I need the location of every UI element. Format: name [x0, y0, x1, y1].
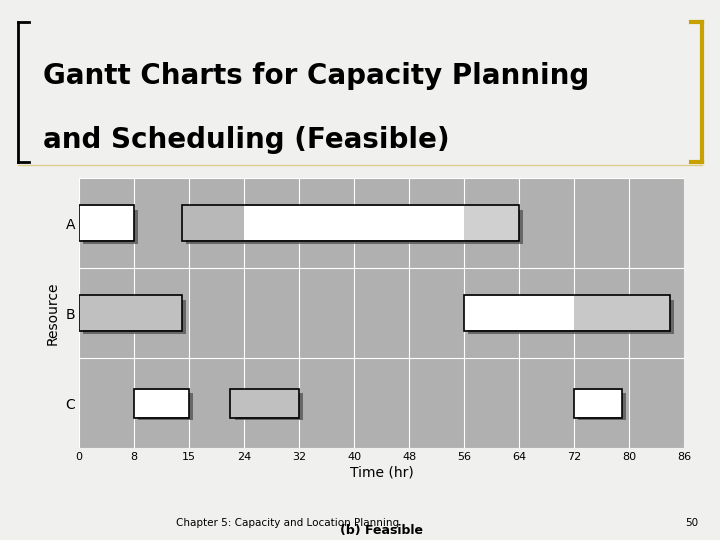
Bar [84, 210, 138, 244]
Bar [186, 210, 248, 244]
Bar [235, 393, 303, 420]
Bar [578, 393, 626, 420]
Bar [134, 390, 189, 417]
Bar [574, 390, 622, 417]
Bar [79, 296, 182, 330]
Y-axis label: Resource: Resource [46, 281, 60, 345]
Bar [79, 205, 134, 241]
Text: Gantt Charts for Capacity Planning: Gantt Charts for Capacity Planning [43, 62, 590, 90]
Bar [182, 206, 244, 240]
Bar [574, 389, 622, 417]
Bar [182, 205, 519, 241]
Text: Chapter 5: Capacity and Location Planning: Chapter 5: Capacity and Location Plannin… [176, 518, 400, 529]
Bar [84, 300, 186, 334]
Bar [134, 389, 189, 417]
Bar [230, 389, 299, 417]
Bar [79, 295, 182, 331]
Bar [468, 210, 523, 244]
Bar [79, 206, 134, 240]
Bar [468, 300, 578, 334]
Bar [464, 206, 519, 240]
Text: (b) Feasible: (b) Feasible [340, 524, 423, 537]
Text: and Scheduling (Feasible): and Scheduling (Feasible) [43, 126, 450, 154]
Bar [464, 295, 670, 331]
Text: 50: 50 [685, 518, 698, 529]
X-axis label: Time (hr): Time (hr) [350, 465, 413, 479]
Bar [464, 296, 574, 330]
Bar [230, 390, 299, 417]
Bar [248, 210, 468, 244]
Bar [244, 206, 464, 240]
Bar [578, 300, 675, 334]
Bar [574, 296, 670, 330]
Bar [138, 393, 193, 420]
